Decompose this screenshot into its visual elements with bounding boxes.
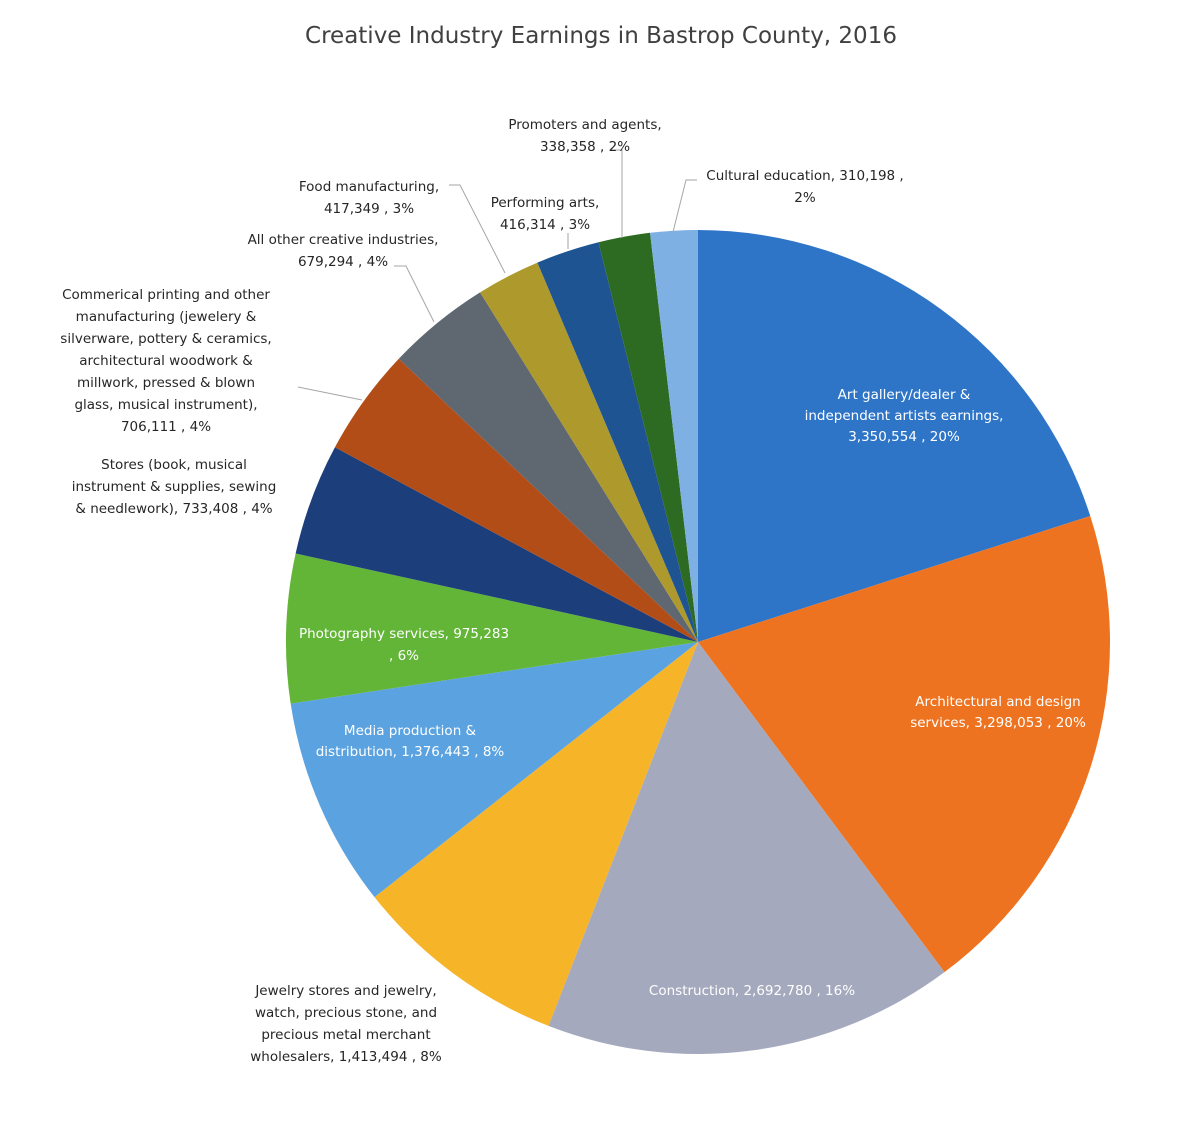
data-label-line: Food manufacturing, (299, 179, 439, 195)
pie-slice-stores-book-musical-instrument-supplies- (295, 447, 698, 642)
data-label-line: Media production & (344, 723, 477, 739)
data-label-line: Cultural education, 310,198 , (706, 168, 903, 184)
data-label-line: 417,349 , 3% (324, 201, 414, 217)
data-label-food-manufacturing: Food manufacturing, 417,349 , 3% (299, 179, 439, 217)
pie-slice-jewelry-stores-and-jewelry-watch-preciou (374, 642, 698, 1026)
data-label-line: distribution, 1,376,443 , 8% (316, 744, 505, 760)
data-label-line: Stores (book, musical (101, 457, 247, 473)
data-label-line: Jewelry stores and jewelry, (254, 983, 436, 999)
data-label-line: millwork, pressed & blown (77, 375, 255, 391)
data-label-line: Art gallery/dealer & (838, 387, 971, 403)
data-label-line: silverware, pottery & ceramics, (60, 331, 271, 347)
data-label-line: 2% (794, 190, 816, 206)
data-label-stores-book-musical-instrument-supplies-: Stores (book, musical instrument & suppli… (72, 457, 277, 517)
data-label-line: Commerical printing and other (62, 287, 270, 303)
pie-slice-architectural-and-design-services (698, 516, 1111, 973)
pie-slice-construction (548, 642, 945, 1055)
data-label-line: Architectural and design (915, 694, 1080, 710)
pie-slice-food-manufacturing (480, 262, 698, 642)
pie-slice-art-gallery-dealer-independent-artists-e (698, 230, 1091, 642)
leader-line-promoters-and-agents (610, 149, 623, 238)
data-label-jewelry-stores-and-jewelry-watch-preciou: Jewelry stores and jewelry, watch, precio… (250, 983, 442, 1065)
data-label-line: 338,358 , 2% (540, 139, 630, 155)
data-label-line: watch, precious stone, and (255, 1005, 437, 1021)
pie-slice-all-other-creative-industries (398, 292, 698, 642)
data-label-line: 706,111 , 4% (121, 419, 211, 435)
pie-slice-promoters-and-agents (598, 232, 698, 643)
data-label-performing-arts: Performing arts, 416,314 , 3% (491, 195, 600, 233)
data-label-line: manufacturing (jewelery & (76, 309, 257, 325)
slice-labels: Art gallery/dealer & independent artists … (60, 117, 1086, 1065)
leader-line-all-other-creative-industries (394, 265, 435, 323)
leader-lines (297, 149, 697, 401)
data-label-line: instrument & supplies, sewing (72, 479, 277, 495)
data-label-line: Construction, 2,692,780 , 16% (649, 983, 855, 999)
data-label-art-gallery-dealer-independent-artists-e: Art gallery/dealer & independent artists … (805, 387, 1004, 445)
data-label-line: , 6% (389, 648, 419, 664)
data-label-all-other-creative-industries: All other creative industries, 679,294 , … (248, 232, 439, 270)
chart-title: Creative Industry Earnings in Bastrop Co… (305, 23, 897, 49)
data-label-line: Photography services, 975,283 (299, 626, 509, 642)
pie-slice-media-production-distribution (290, 642, 698, 898)
data-label-cultural-education: Cultural education, 310,198 , 2% (706, 168, 903, 206)
pie-slice-performing-arts (537, 242, 698, 642)
pie-slice-photography-services (285, 553, 698, 704)
data-label-line: wholesalers, 1,413,494 , 8% (250, 1049, 442, 1065)
data-label-commerical-printing-and-other-manufactur: Commerical printing and other manufacturi… (60, 287, 271, 435)
leader-line-cultural-education (672, 179, 697, 233)
pie-slice-cultural-education (650, 230, 698, 642)
data-label-line: Promoters and agents, (508, 117, 661, 133)
data-label-architectural-and-design-services: Architectural and design services, 3,298,… (910, 694, 1086, 731)
pie-slices (285, 230, 1111, 1055)
data-label-photography-services: Photography services, 975,283 , 6% (299, 626, 509, 664)
leader-line-food-manufacturing (449, 184, 506, 274)
pie-slice-commerical-printing-and-other-manufactur (334, 358, 698, 642)
data-label-line: precious metal merchant (261, 1027, 430, 1043)
data-label-line: All other creative industries, (248, 232, 439, 248)
data-label-line: 416,314 , 3% (500, 217, 590, 233)
data-label-line: independent artists earnings, (805, 408, 1004, 424)
data-label-promoters-and-agents: Promoters and agents, 338,358 , 2% (508, 117, 661, 155)
data-label-line: & needlework), 733,408 , 4% (75, 501, 272, 517)
data-label-line: Performing arts, (491, 195, 600, 211)
data-label-line: 3,350,554 , 20% (848, 429, 960, 445)
data-label-line: 679,294 , 4% (298, 254, 388, 270)
leader-line-commerical-printing-and-other-manufactur (297, 386, 363, 401)
data-label-line: services, 3,298,053 , 20% (910, 715, 1086, 731)
data-label-line: architectural woodwork & (79, 353, 253, 369)
data-label-media-production-distribution: Media production & distribution, 1,376,44… (316, 723, 505, 760)
data-label-line: glass, musical instrument), (74, 397, 257, 413)
data-label-construction: Construction, 2,692,780 , 16% (649, 983, 855, 999)
